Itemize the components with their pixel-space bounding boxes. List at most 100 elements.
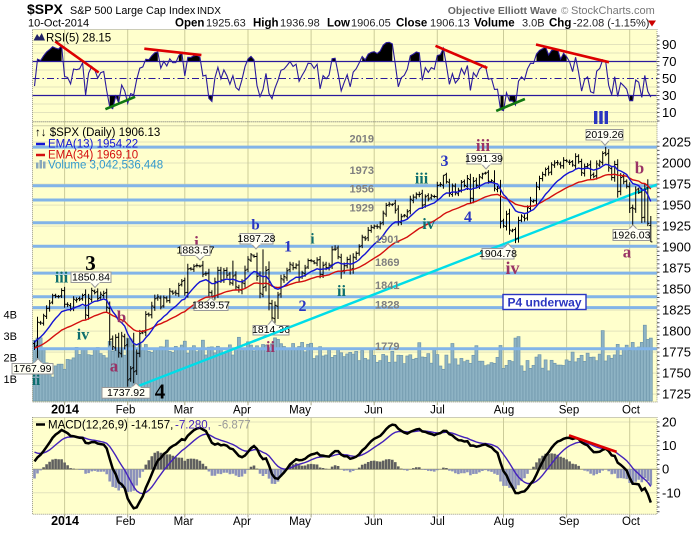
svg-text:1875: 1875 [662, 261, 691, 276]
svg-text:3.0B: 3.0B [522, 18, 545, 30]
svg-text:1B: 1B [4, 374, 17, 386]
svg-text:Sep: Sep [559, 405, 579, 417]
svg-text:Aug: Aug [494, 516, 514, 528]
svg-text:20: 20 [662, 415, 676, 430]
svg-text:Jul: Jul [430, 516, 445, 528]
svg-text:4B: 4B [4, 310, 17, 322]
svg-text:i: i [194, 233, 199, 252]
svg-text:Feb: Feb [116, 405, 136, 417]
svg-text:1926.03: 1926.03 [613, 230, 651, 242]
svg-text:10: 10 [662, 438, 676, 453]
svg-text:P4 underway: P4 underway [507, 295, 581, 309]
svg-text:1825: 1825 [662, 303, 691, 318]
svg-text:EMA(13) 1954.22: EMA(13) 1954.22 [48, 139, 138, 151]
svg-text:1841: 1841 [375, 280, 399, 292]
svg-text:1929: 1929 [350, 203, 374, 215]
svg-text:Volume: Volume [474, 18, 515, 30]
svg-text:MACD(12,26,9) -14.157,: MACD(12,26,9) -14.157, [48, 420, 173, 432]
svg-text:Feb: Feb [116, 516, 136, 528]
svg-text:ii: ii [32, 373, 40, 389]
svg-text:Oct: Oct [622, 516, 641, 528]
svg-text:Oct: Oct [622, 405, 641, 417]
svg-text:Low: Low [327, 18, 350, 30]
svg-text:↑↓ $SPX (Daily) 1906.13: ↑↓ $SPX (Daily) 1906.13 [35, 127, 160, 139]
svg-text:$SPX: $SPX [27, 1, 63, 17]
svg-text:30: 30 [662, 88, 676, 103]
svg-text:-7.280,: -7.280, [175, 420, 211, 432]
svg-text:1925.63: 1925.63 [206, 18, 246, 30]
svg-text:1906.05: 1906.05 [351, 18, 391, 30]
svg-text:Apr: Apr [233, 405, 251, 417]
svg-text:iv: iv [77, 327, 89, 344]
svg-text:Volume 3,042,536,448: Volume 3,042,536,448 [48, 160, 163, 172]
svg-text:Jun: Jun [364, 405, 383, 417]
svg-text:1779: 1779 [375, 341, 399, 353]
svg-text:Open: Open [175, 18, 204, 30]
svg-text:Chg: Chg [549, 18, 571, 30]
svg-text:2019.26: 2019.26 [586, 129, 624, 141]
svg-text:1900: 1900 [662, 240, 691, 255]
svg-text:Mar: Mar [174, 405, 194, 417]
svg-text:90: 90 [662, 37, 676, 52]
svg-text:-10: -10 [662, 485, 681, 500]
svg-text:S&P 500 Large Cap Index: S&P 500 Large Cap Index [70, 5, 196, 17]
svg-text:b: b [117, 308, 126, 327]
svg-text:50: 50 [662, 71, 676, 86]
svg-text:High: High [253, 18, 279, 30]
svg-text:iv: iv [505, 258, 519, 278]
svg-text:1950: 1950 [662, 198, 691, 213]
svg-text:1973: 1973 [350, 165, 374, 177]
svg-text:1: 1 [284, 239, 292, 256]
svg-text:1750: 1750 [662, 366, 691, 381]
svg-text:1814.36: 1814.36 [252, 324, 290, 336]
svg-text:1767.99: 1767.99 [14, 363, 52, 375]
svg-text:a: a [623, 243, 632, 262]
svg-text:10: 10 [662, 105, 676, 120]
svg-text:1800: 1800 [662, 324, 691, 339]
svg-text:1991.39: 1991.39 [465, 153, 503, 165]
svg-text:2B: 2B [4, 353, 17, 365]
svg-text:1897.28: 1897.28 [238, 233, 276, 245]
svg-text:1904.78: 1904.78 [479, 248, 517, 260]
svg-text:iii: iii [55, 270, 69, 287]
svg-text:Jul: Jul [430, 405, 445, 417]
svg-text:1869: 1869 [375, 257, 399, 269]
svg-text:2025: 2025 [662, 135, 691, 150]
svg-text:1775: 1775 [662, 345, 691, 360]
svg-text:70: 70 [662, 54, 676, 69]
svg-text:1906.13: 1906.13 [430, 18, 470, 30]
svg-text:1901: 1901 [375, 234, 399, 246]
svg-text:3: 3 [85, 251, 96, 275]
svg-text:ii: ii [337, 283, 346, 300]
svg-text:May: May [289, 516, 311, 528]
svg-text:1725: 1725 [662, 387, 691, 402]
svg-text:Mar: Mar [174, 516, 194, 528]
svg-text:©: © [561, 6, 569, 17]
svg-text:-6.877: -6.877 [218, 420, 251, 432]
svg-text:2: 2 [299, 298, 307, 315]
svg-text:10-Oct-2014: 10-Oct-2014 [28, 18, 89, 30]
svg-text:May: May [289, 405, 311, 417]
svg-text:Aug: Aug [494, 405, 514, 417]
svg-text:4: 4 [464, 209, 472, 226]
svg-text:2000: 2000 [662, 156, 691, 171]
svg-text:1828: 1828 [375, 299, 399, 311]
svg-text:1850: 1850 [662, 282, 691, 297]
svg-text:1956: 1956 [350, 183, 374, 195]
svg-text:Apr: Apr [233, 516, 251, 528]
svg-text:4: 4 [155, 380, 166, 404]
svg-text:1925: 1925 [662, 219, 691, 234]
svg-text:Objective Elliott Wave: Objective Elliott Wave [448, 5, 557, 17]
svg-text:1883.57: 1883.57 [177, 245, 215, 257]
svg-text:3B: 3B [4, 331, 17, 343]
svg-text:3: 3 [441, 153, 449, 170]
svg-text:Close: Close [396, 18, 427, 30]
svg-text:EMA(34) 1969.10: EMA(34) 1969.10 [48, 150, 138, 162]
svg-text:INDX: INDX [197, 6, 221, 17]
svg-text:iii: iii [415, 171, 429, 188]
svg-text:Jun: Jun [364, 516, 383, 528]
svg-text:2019: 2019 [350, 134, 374, 146]
svg-text:RSI(5) 28.15: RSI(5) 28.15 [46, 33, 111, 45]
svg-text:StockCharts.com: StockCharts.com [571, 5, 655, 17]
svg-text:iv: iv [422, 216, 434, 233]
